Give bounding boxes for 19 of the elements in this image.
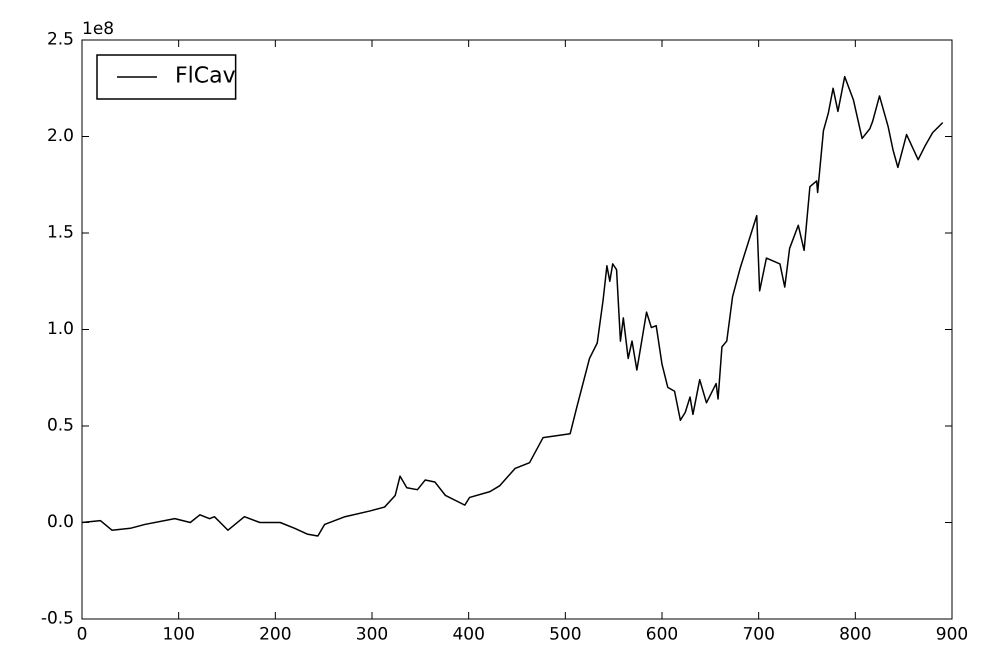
x-tick-label: 600 [646, 624, 678, 645]
x-tick-label: 0 [76, 624, 88, 645]
y-tick-label: 1.5 [46, 222, 74, 242]
x-tick-label: 500 [549, 624, 582, 645]
y-tick-label: 0.0 [46, 512, 74, 532]
x-tick-label: 900 [936, 624, 968, 645]
x-tick-label: 200 [259, 624, 292, 645]
y-tick-label: 0.5 [46, 415, 74, 436]
x-tick-label: 400 [452, 624, 485, 645]
y-tick-label: -0.5 [40, 608, 74, 628]
text: 1e8 [82, 18, 114, 39]
legend-label: FlCav [175, 64, 236, 89]
x-tick-label: 700 [742, 624, 775, 645]
x-tick-label: 300 [356, 624, 388, 645]
y-tick-label: 2.0 [46, 126, 74, 146]
x-tick-label: 100 [162, 624, 195, 645]
y-tick-label: 1.0 [46, 318, 74, 339]
y-tick-label: 2.5 [46, 29, 74, 50]
x-tick-label: 800 [839, 624, 872, 645]
